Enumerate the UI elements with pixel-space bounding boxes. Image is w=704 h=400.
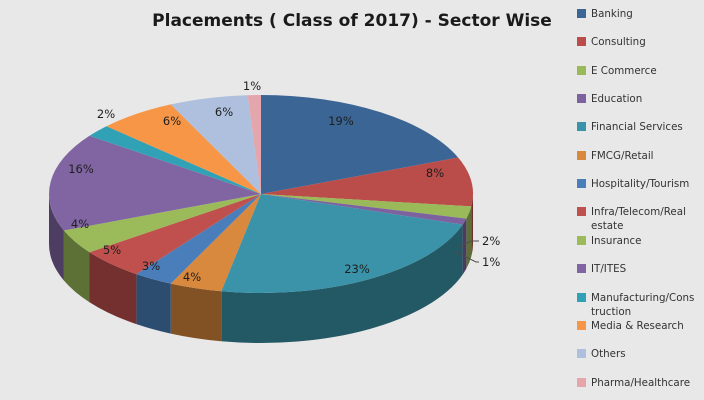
legend-item-education: Education — [577, 92, 697, 106]
pie-slice-consulting — [261, 157, 473, 207]
pie-slice-side-hospitality-tourism — [136, 274, 171, 334]
legend-item-hospitality-tourism: Hospitality/Tourism — [577, 177, 697, 191]
legend-item-infra-telecom-real-estate: Infra/Telecom/Real estate — [577, 205, 697, 233]
pie-slice-banking — [261, 95, 459, 194]
legend-item-others: Others — [577, 347, 697, 361]
data-label-e-commerce: 2% — [482, 234, 500, 248]
legend-item-financial-services: Financial Services — [577, 120, 697, 134]
pie-slice-manufacturing-construction — [89, 126, 261, 194]
pie-slice-side-insurance — [63, 230, 90, 303]
data-label-insurance: 4% — [71, 217, 89, 231]
pie-slice-side-financial-services — [221, 224, 463, 343]
legend-item-insurance: Insurance — [577, 234, 697, 248]
legend-swatch-manufacturing-construction — [577, 292, 586, 302]
legend-label-manufacturing-construction: Manufacturing/Construction — [591, 291, 695, 318]
pie-slice-infra-telecom-real-estate — [89, 194, 261, 275]
data-label-manufacturing-construction: 2% — [97, 107, 115, 121]
legend-label-financial-services: Financial Services — [591, 121, 683, 134]
data-label-others: 6% — [215, 105, 233, 119]
legend-label-media-research: Media & Research — [591, 319, 684, 332]
legend-label-insurance: Insurance — [591, 234, 642, 247]
pie-slice-side-it-ites — [49, 194, 64, 281]
pie-slice-side-e-commerce — [466, 206, 472, 269]
legend-item-media-research: Media & Research — [577, 319, 697, 333]
data-label-infra-telecom-real-estate: 5% — [103, 243, 121, 257]
legend-label-pharma-healthcare: Pharma/Healthcare — [591, 376, 691, 389]
data-label-it-ites: 16% — [68, 162, 94, 176]
legend-item-pharma-healthcare: Pharma/Healthcare — [577, 376, 697, 390]
data-label-consulting: 8% — [426, 166, 444, 180]
legend-swatch-insurance — [577, 235, 586, 245]
legend-label-consulting: Consulting — [591, 36, 646, 49]
legend-swatch-hospitality-tourism — [577, 179, 586, 189]
legend-swatch-media-research — [577, 320, 586, 330]
legend-swatch-financial-services — [577, 122, 586, 132]
legend-label-hospitality-tourism: Hospitality/Tourism — [591, 178, 690, 191]
data-label-media-research: 6% — [163, 114, 181, 128]
data-label-fmcg-retail: 4% — [183, 270, 201, 284]
legend-swatch-e-commerce — [577, 65, 586, 75]
pie-slice-fmcg-retail — [170, 194, 261, 292]
legend-item-manufacturing-construction: Manufacturing/Construction — [577, 291, 697, 319]
legend-label-others: Others — [591, 348, 626, 361]
pie-slice-it-ites — [48, 135, 262, 231]
data-label-pharma-healthcare: 1% — [243, 79, 261, 93]
pie-slice-media-research — [106, 104, 261, 194]
legend-swatch-others — [577, 349, 586, 359]
data-label-hospitality-tourism: 3% — [142, 259, 160, 273]
legend-swatch-consulting — [577, 37, 586, 47]
chart-title: Placements ( Class of 2017) - Sector Wis… — [152, 11, 552, 31]
legend-label-banking: Banking — [591, 8, 633, 20]
pie-slice-financial-services — [221, 194, 463, 293]
pie-slice-side-infra-telecom-real-estate — [89, 252, 137, 325]
legend-swatch-infra-telecom-real-estate — [577, 207, 586, 217]
legend-label-e-commerce: E Commerce — [591, 64, 657, 77]
pie-slice-e-commerce — [261, 194, 472, 219]
legend-swatch-fmcg-retail — [577, 150, 586, 160]
legend-label-infra-telecom-real-estate: Infra/Telecom/Real estate — [591, 206, 686, 233]
data-label-financial-services: 23% — [344, 262, 370, 276]
legend-label-it-ites: IT/ITES — [591, 263, 627, 276]
pie-slice-insurance — [63, 194, 261, 253]
pie-slice-side-education — [462, 218, 467, 275]
legend-swatch-banking — [577, 9, 586, 18]
pie-slice-side-fmcg-retail — [170, 283, 222, 342]
legend-swatch-it-ites — [577, 264, 586, 274]
legend-item-it-ites: IT/ITES — [577, 262, 697, 276]
legend-swatch-education — [577, 94, 586, 104]
legend-item-consulting: Consulting — [577, 35, 697, 49]
legend-item-banking: Banking — [577, 7, 697, 21]
legend-label-fmcg-retail: FMCG/Retail — [591, 149, 654, 162]
data-label-education: 1% — [482, 255, 500, 269]
pie-slice-education — [261, 194, 467, 225]
legend-swatch-pharma-healthcare — [577, 377, 586, 387]
leader-line-e-commerce — [457, 240, 479, 248]
pie-slice-others — [170, 95, 261, 194]
pie-slice-hospitality-tourism — [136, 194, 261, 284]
pie-slice-pharma-healthcare — [247, 95, 261, 194]
data-label-banking: 19% — [328, 114, 354, 128]
legend-item-fmcg-retail: FMCG/Retail — [577, 149, 697, 163]
legend-label-education: Education — [591, 93, 643, 106]
leader-line-education — [455, 251, 479, 263]
legend-item-e-commerce: E Commerce — [577, 64, 697, 78]
